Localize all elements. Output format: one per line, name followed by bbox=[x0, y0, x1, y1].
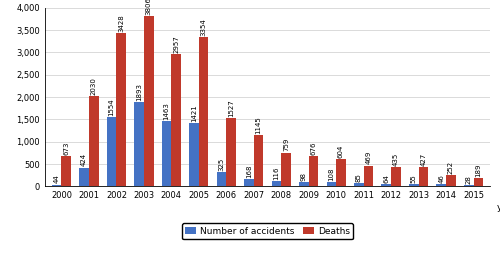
Text: 108: 108 bbox=[328, 167, 334, 181]
Bar bbox=[464, 185, 473, 186]
Bar bbox=[162, 121, 172, 186]
Text: 1463: 1463 bbox=[164, 102, 170, 120]
Text: 469: 469 bbox=[366, 151, 372, 164]
Bar bbox=[281, 153, 291, 186]
Bar bbox=[144, 16, 154, 186]
Text: year: year bbox=[497, 203, 500, 212]
Bar bbox=[391, 167, 400, 186]
Bar bbox=[189, 123, 199, 186]
Bar bbox=[436, 184, 446, 186]
Text: 676: 676 bbox=[310, 142, 316, 155]
Text: 98: 98 bbox=[301, 172, 307, 181]
Bar bbox=[134, 102, 144, 186]
Text: 168: 168 bbox=[246, 164, 252, 178]
Text: 64: 64 bbox=[384, 174, 390, 183]
Bar bbox=[107, 117, 117, 186]
Text: 759: 759 bbox=[283, 138, 289, 152]
Text: 44: 44 bbox=[54, 175, 60, 183]
Text: 1893: 1893 bbox=[136, 83, 142, 101]
Text: 435: 435 bbox=[393, 153, 399, 166]
Bar bbox=[216, 172, 226, 186]
Legend: Number of accidents, Deaths: Number of accidents, Deaths bbox=[182, 223, 354, 239]
Bar bbox=[336, 160, 346, 186]
Text: 325: 325 bbox=[218, 157, 224, 171]
Bar bbox=[446, 175, 456, 186]
Text: 85: 85 bbox=[356, 173, 362, 182]
Bar bbox=[364, 166, 374, 186]
Bar bbox=[52, 184, 62, 186]
Text: 1554: 1554 bbox=[108, 98, 114, 116]
Text: 427: 427 bbox=[420, 153, 426, 166]
Bar bbox=[172, 54, 181, 186]
Text: 1421: 1421 bbox=[191, 104, 197, 122]
Bar bbox=[62, 156, 71, 186]
Text: 424: 424 bbox=[81, 153, 87, 167]
Bar bbox=[89, 96, 99, 186]
Text: 2030: 2030 bbox=[91, 77, 97, 95]
Text: 1527: 1527 bbox=[228, 99, 234, 117]
Text: 28: 28 bbox=[466, 175, 471, 184]
Bar bbox=[116, 33, 126, 186]
Bar bbox=[199, 37, 208, 186]
Text: 3354: 3354 bbox=[200, 18, 206, 35]
Bar bbox=[308, 156, 318, 186]
Bar bbox=[299, 182, 308, 186]
Text: 604: 604 bbox=[338, 145, 344, 158]
Bar bbox=[326, 182, 336, 186]
Bar bbox=[474, 178, 483, 186]
Bar bbox=[354, 183, 364, 186]
Text: 673: 673 bbox=[64, 142, 70, 155]
Text: 116: 116 bbox=[274, 167, 280, 180]
Text: 189: 189 bbox=[476, 163, 482, 177]
Bar bbox=[409, 184, 418, 186]
Bar bbox=[244, 179, 254, 186]
Text: 1145: 1145 bbox=[256, 117, 262, 134]
Bar bbox=[254, 135, 264, 186]
Text: 2957: 2957 bbox=[173, 35, 179, 53]
Bar bbox=[418, 167, 428, 186]
Text: 3806: 3806 bbox=[146, 0, 152, 15]
Text: 252: 252 bbox=[448, 161, 454, 174]
Text: 55: 55 bbox=[411, 174, 417, 183]
Bar bbox=[382, 184, 391, 186]
Bar bbox=[272, 181, 281, 186]
Bar bbox=[80, 168, 89, 186]
Text: 3428: 3428 bbox=[118, 15, 124, 32]
Text: 46: 46 bbox=[438, 174, 444, 183]
Bar bbox=[226, 118, 236, 186]
